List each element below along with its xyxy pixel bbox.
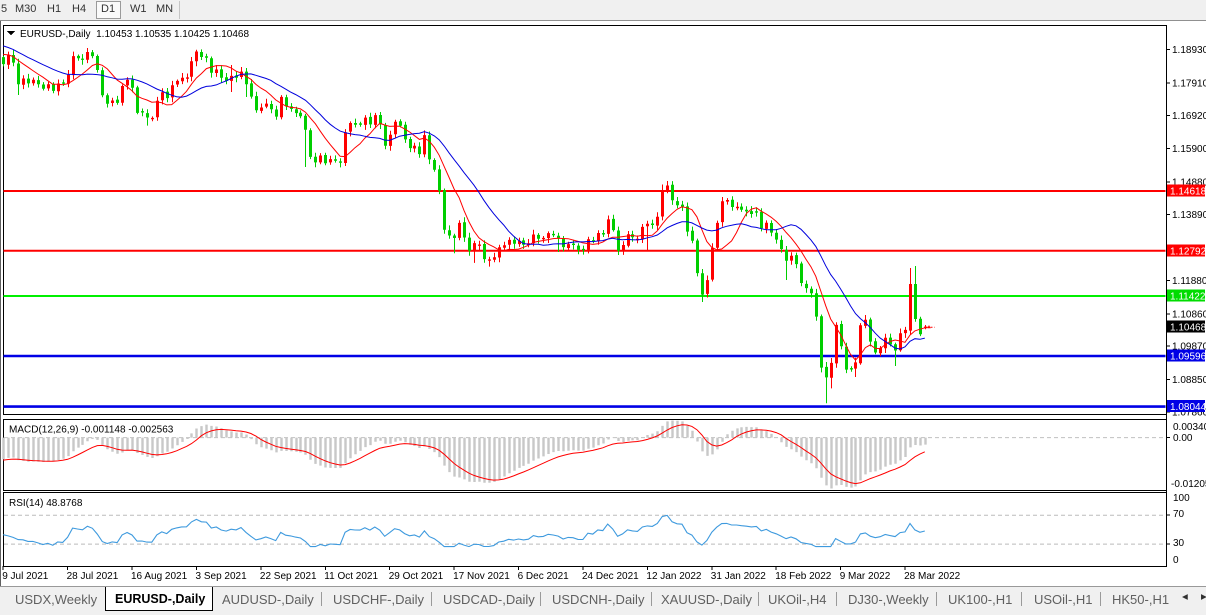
svg-text:1.10860: 1.10860 [1172, 309, 1206, 320]
svg-text:1.09870: 1.09870 [1172, 342, 1206, 353]
svg-text:11 Oct 2021: 11 Oct 2021 [324, 571, 378, 582]
svg-text:24 Dec 2021: 24 Dec 2021 [582, 571, 639, 582]
svg-text:0: 0 [1173, 555, 1179, 566]
svg-text:29 Oct 2021: 29 Oct 2021 [389, 571, 444, 582]
svg-text:RSI(14) 48.8768: RSI(14) 48.8768 [9, 498, 83, 509]
svg-text:1.13890: 1.13890 [1172, 210, 1206, 221]
svg-text:9 Mar 2022: 9 Mar 2022 [840, 571, 891, 582]
svg-text:3 Sep 2021: 3 Sep 2021 [196, 571, 248, 582]
svg-text:MACD(12,26,9) -0.001148 -0.002: MACD(12,26,9) -0.001148 -0.002563 [9, 425, 174, 436]
svg-text:100: 100 [1173, 493, 1190, 504]
svg-text:28 Jul 2021: 28 Jul 2021 [67, 571, 119, 582]
svg-text:1.15900: 1.15900 [1172, 144, 1206, 155]
svg-text:1.08044: 1.08044 [1170, 402, 1206, 413]
svg-text:1.07860: 1.07860 [1172, 408, 1206, 419]
svg-text:1.11422: 1.11422 [1170, 292, 1206, 303]
svg-text:12 Jan 2022: 12 Jan 2022 [646, 571, 701, 582]
svg-text:9 Jul 2021: 9 Jul 2021 [2, 571, 49, 582]
svg-text:1.18930: 1.18930 [1172, 45, 1206, 56]
svg-text:1.12792: 1.12792 [1170, 247, 1206, 258]
svg-text:-0.01205: -0.01205 [1171, 479, 1206, 490]
svg-text:1.09596: 1.09596 [1170, 352, 1206, 363]
svg-text:1.17910: 1.17910 [1172, 78, 1206, 89]
svg-text:70: 70 [1173, 509, 1185, 520]
svg-text:0.00: 0.00 [1173, 433, 1193, 444]
svg-text:0.003408: 0.003408 [1173, 422, 1206, 433]
svg-text:1.14880: 1.14880 [1172, 178, 1206, 189]
svg-text:1.14618: 1.14618 [1170, 187, 1206, 198]
svg-text:16 Aug 2021: 16 Aug 2021 [131, 571, 188, 582]
svg-text:28 Mar 2022: 28 Mar 2022 [904, 571, 961, 582]
svg-text:22 Sep 2021: 22 Sep 2021 [260, 571, 317, 582]
svg-text:1.08850: 1.08850 [1172, 375, 1206, 386]
svg-text:1.10468: 1.10468 [1170, 323, 1206, 334]
svg-text:18 Feb 2022: 18 Feb 2022 [775, 571, 832, 582]
svg-text:EURUSD-,Daily 1.10453 1.10535: EURUSD-,Daily 1.10453 1.10535 1.10425 1.… [20, 29, 249, 40]
svg-text:1.16920: 1.16920 [1172, 111, 1206, 122]
svg-text:1.11880: 1.11880 [1172, 276, 1206, 287]
svg-text:17 Nov 2021: 17 Nov 2021 [453, 571, 510, 582]
svg-text:6 Dec 2021: 6 Dec 2021 [518, 571, 570, 582]
svg-text:30: 30 [1173, 538, 1185, 549]
svg-text:31 Jan 2022: 31 Jan 2022 [711, 571, 766, 582]
